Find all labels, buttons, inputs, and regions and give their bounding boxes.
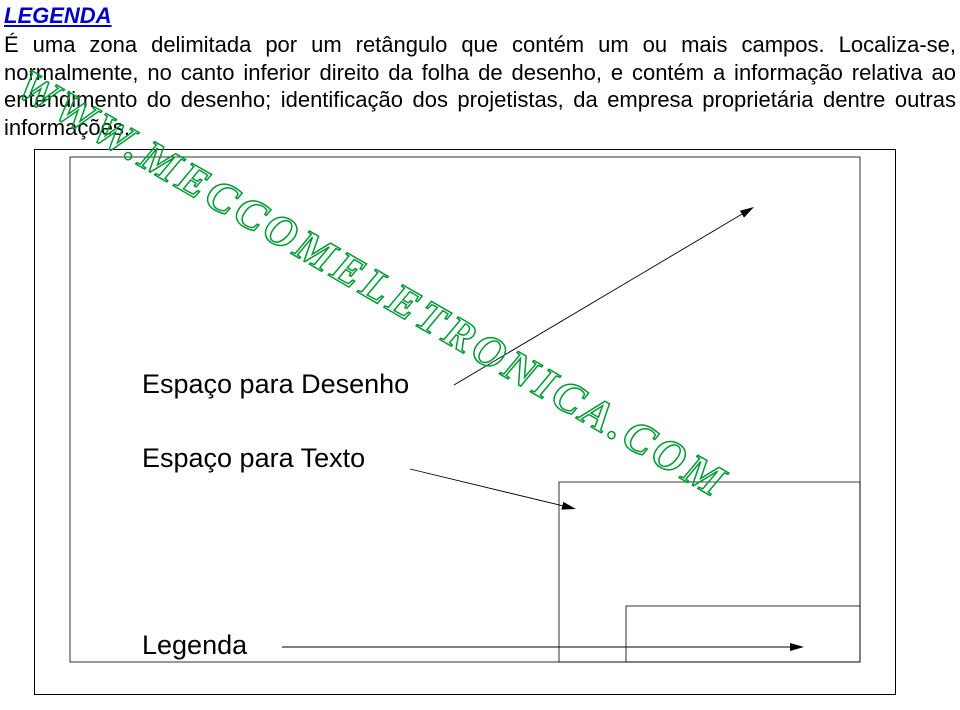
figure-label-lbl_texto: Espaço para Texto [142, 443, 365, 473]
figure-svg: Espaço para Desenho Espaço para Texto Lege… [34, 149, 896, 695]
figure-label-lbl_desenho: Espaço para Desenho [142, 369, 409, 399]
figure-wrapper: WWW.MECCOMELETRONICA.COM Espaço para Des… [34, 149, 960, 700]
section-heading: LEGENDA [4, 3, 960, 29]
section-paragraph: É uma zona delimitada por um retângulo q… [4, 31, 956, 141]
figure-background [34, 149, 896, 695]
figure-label-lbl_legenda: Legenda [142, 630, 248, 660]
